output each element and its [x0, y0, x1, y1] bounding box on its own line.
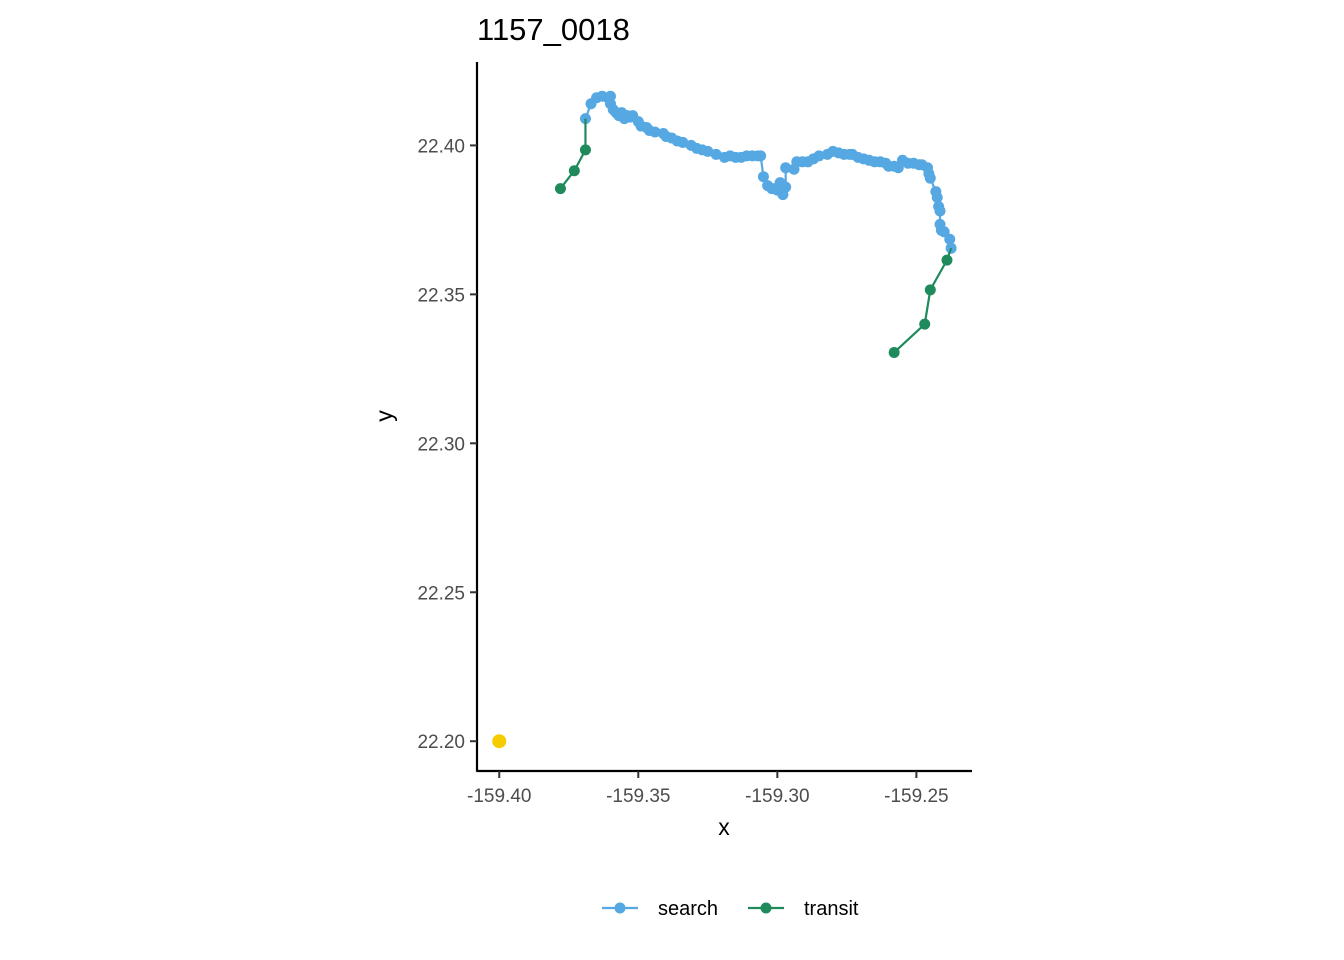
transit-point-4: [941, 254, 953, 266]
legend: search transit: [602, 898, 859, 920]
search-point-80: [934, 205, 946, 217]
search-point-84: [944, 233, 956, 245]
transit-point-5: [924, 284, 936, 296]
search-point-76: [924, 172, 936, 184]
y-tick-label-3: 22.30: [417, 434, 465, 455]
x-tick-label-1: -159.40: [467, 786, 531, 807]
search-point-53: [813, 150, 825, 162]
axes: -159.40 -159.35 -159.30 -159.25 22.20 22.25 22…: [417, 62, 972, 807]
x-tick-label-2: -159.35: [606, 786, 670, 807]
transit-point-3: [579, 144, 591, 156]
transit-point-1: [554, 183, 566, 195]
transit-legend-label: transit: [804, 898, 859, 920]
search-point-29: [702, 145, 714, 157]
search-point-20: [649, 126, 661, 138]
y-tick-label-4: 22.35: [417, 285, 465, 306]
search-point-78: [931, 192, 943, 204]
transit-point-6: [919, 318, 931, 330]
search-legend-marker: [614, 902, 626, 914]
search-point-47: [780, 162, 792, 174]
search-point-46: [780, 181, 792, 193]
y-axis-title: y: [371, 410, 397, 422]
search-point-39: [757, 171, 769, 183]
highlight-point-1: [492, 734, 507, 749]
transit-legend-marker: [760, 902, 772, 914]
chart-title: 1157_0018: [477, 12, 630, 47]
search-point-25: [677, 136, 689, 148]
transit-point-2: [568, 165, 580, 177]
search-legend-label: search: [658, 898, 718, 920]
y-tick-label-1: 22.20: [417, 732, 465, 753]
y-tick-label-2: 22.25: [417, 583, 465, 604]
y-tick-label-5: 22.40: [417, 136, 465, 157]
search-point-30: [710, 148, 722, 160]
x-axis-title: x: [718, 814, 730, 840]
x-tick-label-3: -159.30: [745, 786, 809, 807]
search-point-38: [755, 150, 767, 162]
transit-series-line-2: [893, 247, 953, 354]
transit-series-line-1: [559, 118, 587, 190]
x-tick-label-4: -159.25: [884, 786, 948, 807]
transit-point-7: [888, 346, 900, 358]
plot-area: [492, 90, 957, 749]
